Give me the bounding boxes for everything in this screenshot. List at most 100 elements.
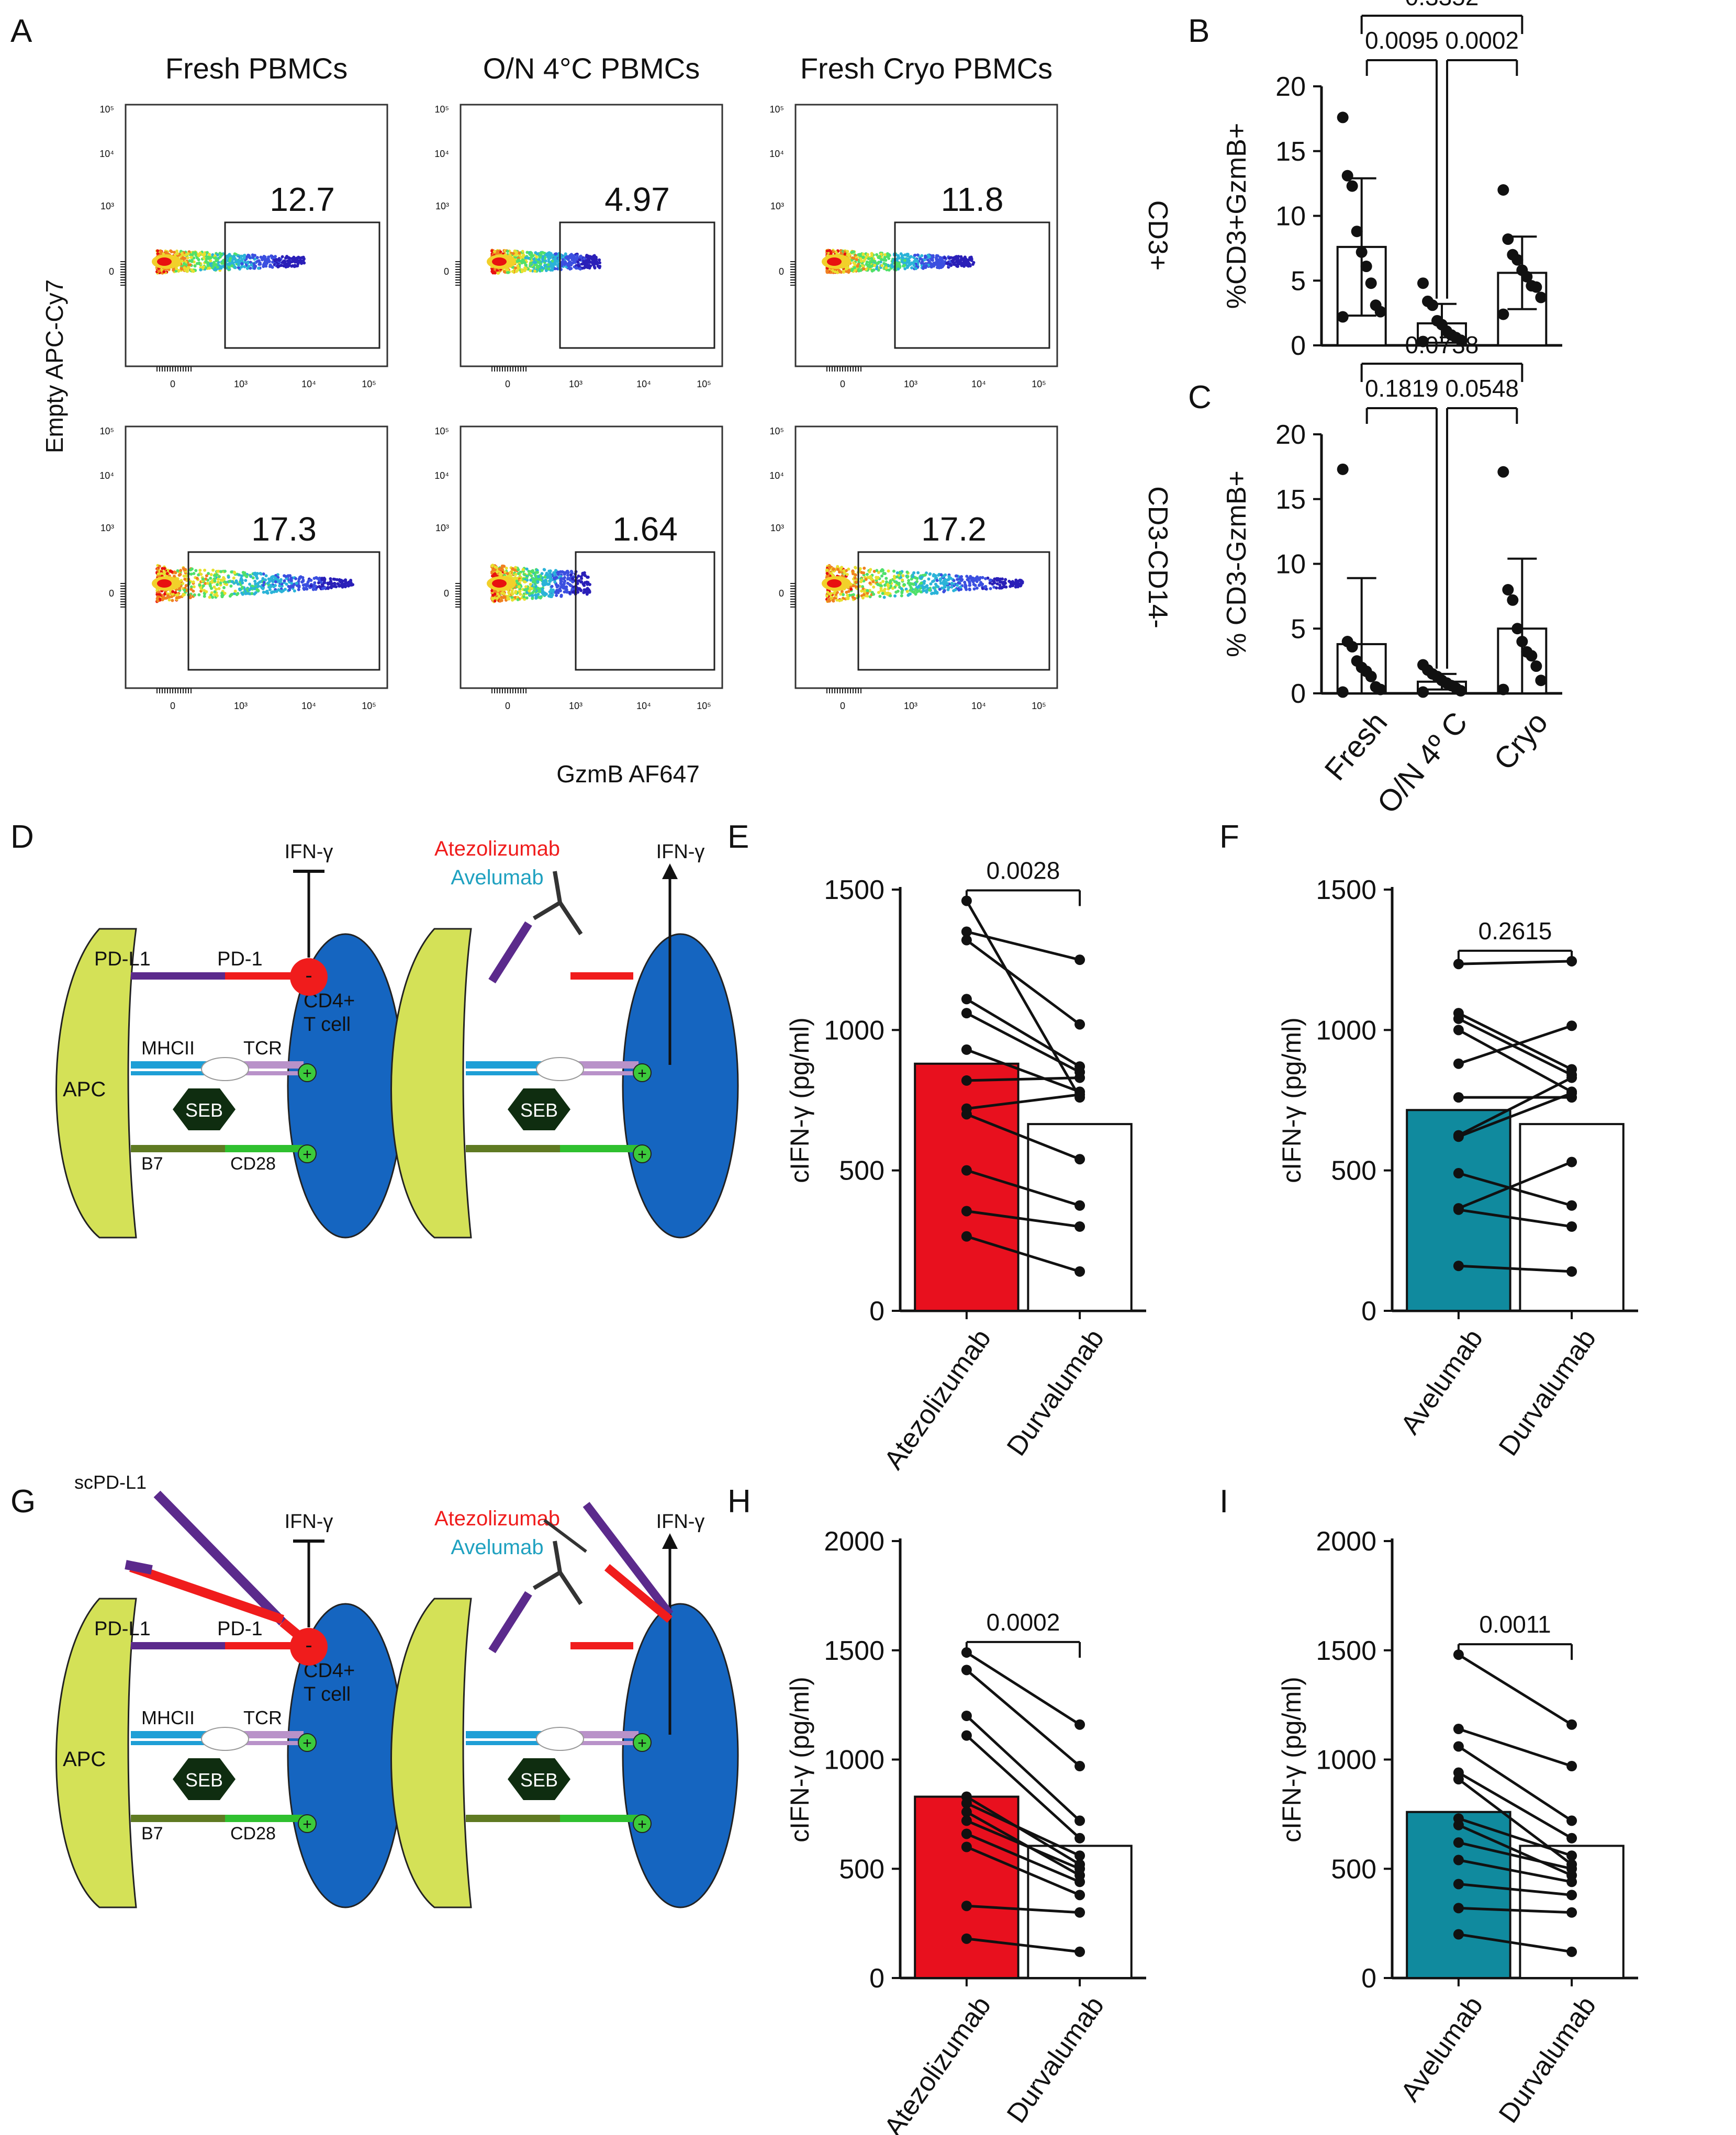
flow-event — [156, 599, 160, 603]
flow-event — [988, 579, 992, 582]
flow-event — [548, 569, 552, 573]
flow-event — [880, 258, 883, 262]
flow-event — [580, 577, 584, 580]
flow-event — [923, 586, 927, 589]
y-tick-label: 1000 — [824, 1015, 884, 1046]
flow-event — [866, 253, 870, 256]
flow-event — [531, 591, 534, 594]
flow-event — [872, 268, 876, 272]
flow-event — [931, 255, 935, 259]
flow-event — [297, 584, 301, 588]
t-cell — [622, 933, 739, 1239]
flow-event — [317, 578, 321, 582]
flow-event — [260, 258, 264, 262]
flow-event — [157, 574, 161, 578]
flow-gate-value: 1.64 — [612, 510, 678, 548]
flow-event — [847, 254, 850, 257]
flow-event — [900, 591, 904, 594]
flow-event — [296, 264, 299, 268]
data-point — [1453, 1131, 1464, 1142]
flow-plot-frame — [460, 104, 723, 367]
flow-event — [209, 259, 212, 263]
flow-event — [865, 260, 869, 264]
flow-event — [255, 256, 259, 260]
stimulation-sign — [298, 1144, 317, 1163]
flow-event — [517, 259, 520, 262]
flow-event — [829, 252, 833, 255]
flow-event — [523, 598, 527, 601]
ylabel: cIFN-γ (pg/ml) — [785, 1017, 814, 1183]
avelumab-label: Avelumab — [451, 866, 543, 889]
flow-xtick-label: 10³ — [569, 701, 583, 711]
ylabel-group: cIFN-γ (pg/ml) — [785, 1017, 814, 1183]
flow-event — [900, 594, 903, 598]
flow-event — [972, 582, 976, 586]
flow-event — [521, 568, 525, 571]
flow-event — [203, 568, 207, 572]
flow-event — [239, 577, 243, 580]
flow-event — [516, 264, 520, 267]
antibody — [532, 1570, 562, 1590]
flow-event — [496, 271, 500, 275]
flow-event — [240, 262, 244, 265]
flow-event — [851, 569, 855, 573]
plus-sign: + — [303, 1065, 312, 1082]
flow-event — [924, 264, 928, 267]
flow-event — [197, 254, 201, 257]
flow-event — [555, 585, 559, 589]
flow-event — [565, 585, 568, 589]
flow-col-title: O/N 4°C PBMCs — [483, 52, 700, 85]
flow-event — [954, 574, 958, 578]
pair-line — [1458, 1172, 1572, 1207]
data-point — [1337, 311, 1349, 323]
flow-event — [264, 264, 268, 268]
flow-event — [243, 571, 247, 575]
data-point — [1453, 1724, 1464, 1735]
flow-event — [587, 257, 591, 261]
data-point — [1374, 306, 1386, 318]
flow-event — [857, 260, 861, 263]
flow-event — [906, 254, 910, 257]
flow-event — [573, 261, 577, 264]
flow-event — [536, 575, 540, 578]
flow-event — [916, 253, 920, 257]
pdl1-label: PD-L1 — [94, 1618, 151, 1640]
flow-event — [204, 266, 208, 269]
flow-event — [282, 589, 285, 592]
flow-event — [312, 577, 316, 580]
data-point — [961, 1730, 972, 1741]
flow-event — [932, 579, 936, 582]
flow-event — [835, 598, 839, 602]
flow-event — [959, 255, 963, 259]
flow-xtick-label: 10⁵ — [1032, 379, 1046, 389]
pair-line — [1458, 1092, 1572, 1138]
flow-event — [550, 585, 554, 588]
flow-event — [857, 253, 860, 256]
flow-event — [525, 576, 529, 580]
flow-xtick-label: 0 — [840, 379, 845, 389]
flow-event — [268, 263, 272, 267]
flow-event — [956, 578, 959, 581]
flow-event — [540, 265, 544, 269]
data-point — [1074, 1154, 1085, 1165]
flow-event — [911, 590, 914, 593]
flow-event — [492, 250, 496, 253]
flow-event — [566, 574, 570, 577]
data-point — [1074, 1266, 1085, 1277]
data-point — [1074, 1946, 1085, 1957]
flow-event — [262, 583, 265, 587]
flow-event — [947, 586, 950, 589]
flow-event — [203, 252, 206, 256]
flow-event — [1021, 581, 1024, 585]
data-point — [1566, 1946, 1577, 1957]
flow-row-label-group: CD3+ — [1143, 200, 1173, 271]
data-point — [961, 1075, 972, 1086]
flow-event — [598, 258, 601, 262]
flow-event — [937, 262, 940, 266]
flow-event — [908, 583, 912, 587]
flow-event — [588, 589, 591, 593]
flow-event — [934, 576, 937, 580]
flow-event — [262, 590, 265, 594]
